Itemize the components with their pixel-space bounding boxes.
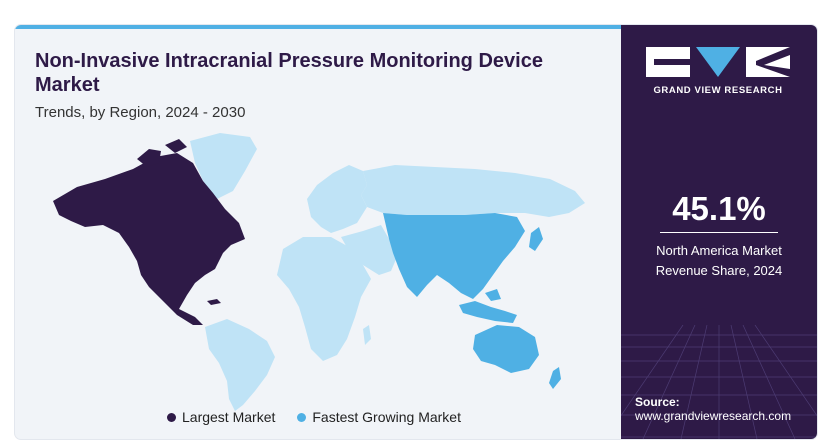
page-title: Non-Invasive Intracranial Pressure Monit… — [35, 50, 543, 96]
chart-panel: Non-Invasive Intracranial Pressure Monit… — [15, 29, 621, 439]
southeast-asia-islands — [459, 289, 517, 323]
greenland-region — [190, 133, 257, 199]
north-asia-region — [361, 165, 585, 217]
stat-label-line2: Revenue Share, 2024 — [655, 263, 783, 278]
key-stat: 45.1% North America Market Revenue Share… — [621, 190, 817, 281]
south-america-region — [205, 319, 275, 411]
japan — [529, 227, 543, 251]
legend-label-largest: Largest Market — [182, 409, 276, 425]
stat-value: 45.1% — [672, 190, 766, 227]
infographic-card: Non-Invasive Intracranial Pressure Monit… — [15, 25, 817, 439]
middle-east-region — [341, 225, 397, 275]
new-zealand — [549, 367, 561, 389]
sidebar-panel: GRAND VIEW RESEARCH 45.1% North America … — [621, 25, 817, 439]
caribbean-islands — [207, 299, 221, 305]
legend-item-largest: Largest Market — [167, 409, 275, 425]
legend-item-fastest: Fastest Growing Market — [297, 409, 461, 425]
logo-block-right-icon — [746, 47, 790, 77]
north-america-region — [53, 153, 245, 325]
brand-logo: GRAND VIEW RESEARCH — [643, 47, 793, 96]
africa-region — [277, 237, 371, 361]
europe-region — [307, 165, 367, 233]
source-url: www.grandviewresearch.com — [635, 409, 792, 423]
legend-dot-largest — [167, 412, 176, 422]
world-map — [53, 133, 585, 411]
australia-region — [473, 325, 539, 373]
arctic-islands — [137, 139, 187, 167]
map-legend: Largest Market Fastest Growing Market — [167, 409, 461, 425]
asia-pacific-region — [383, 213, 525, 299]
decorative-grid — [621, 325, 817, 439]
source-label: Source: — [635, 395, 680, 409]
page-subtitle: Trends, by Region, 2024 - 2030 — [35, 104, 246, 121]
legend-dot-fastest — [297, 412, 307, 422]
stat-label-line1: North America Market — [656, 243, 782, 258]
logo-mark — [643, 47, 793, 77]
brand-name: GRAND VIEW RESEARCH — [653, 85, 783, 96]
logo-triangle-icon — [696, 47, 740, 77]
logo-block-left-icon — [646, 47, 690, 77]
legend-label-fastest: Fastest Growing Market — [312, 409, 461, 425]
stat-divider — [660, 232, 778, 233]
source-note: Source: www.grandviewresearch.com — [635, 395, 791, 423]
accent-bar — [15, 25, 621, 29]
madagascar — [363, 325, 371, 345]
